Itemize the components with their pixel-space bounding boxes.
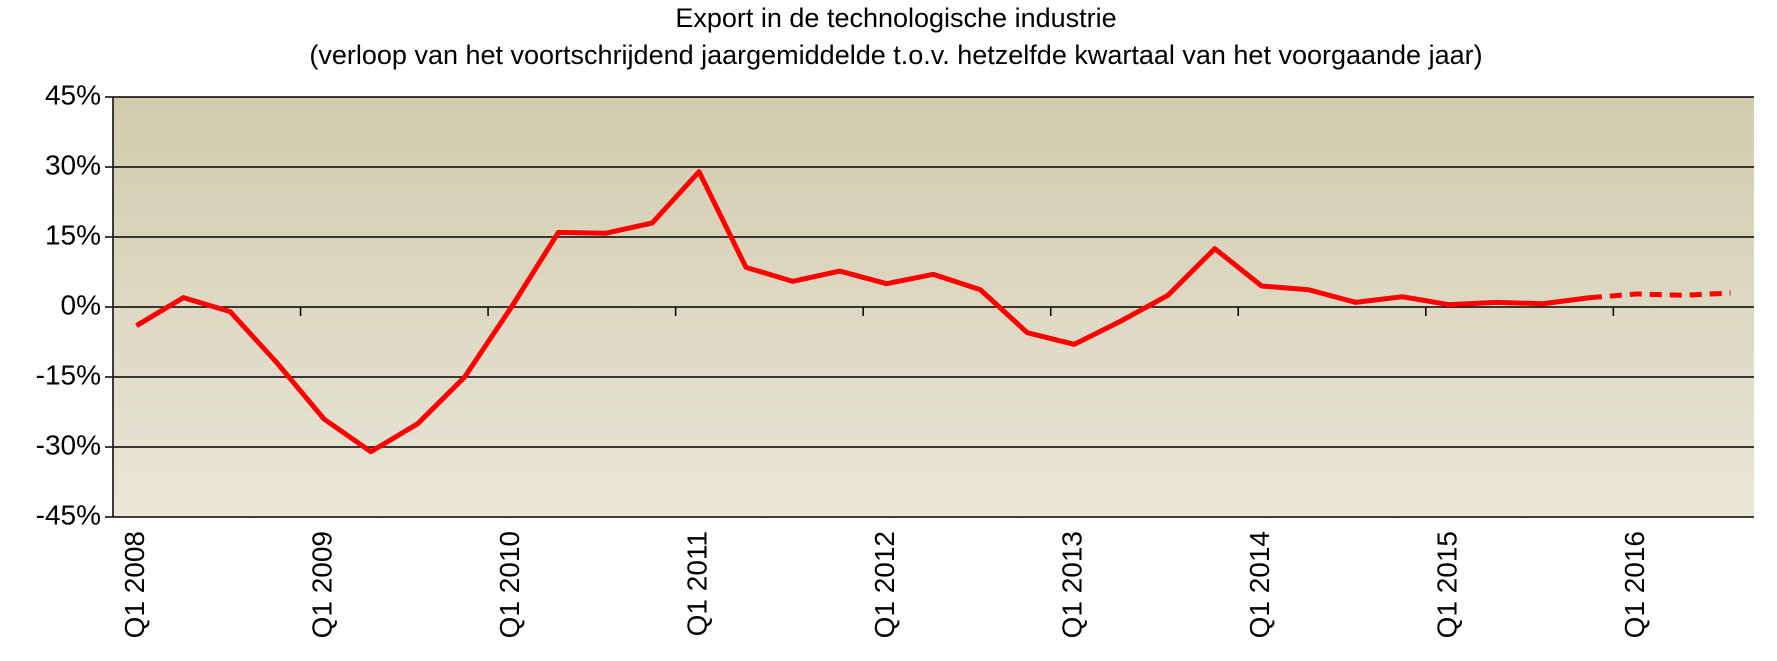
x-tick-label: Q1 2014 [1244, 531, 1275, 638]
y-tick-label: 0% [61, 289, 101, 320]
y-tick-label: 15% [45, 219, 101, 250]
chart-title: Export in de technologische industrie [675, 3, 1116, 33]
x-tick-label: Q1 2012 [869, 531, 900, 638]
x-tick-label: Q1 2008 [119, 531, 150, 638]
chart-subtitle: (verloop van het voortschrijdend jaargem… [309, 40, 1482, 70]
y-tick-label: 30% [45, 149, 101, 180]
x-tick-label: Q1 2010 [494, 531, 525, 638]
x-tick-label: Q1 2015 [1432, 531, 1463, 638]
y-tick-label: -15% [36, 359, 101, 390]
y-tick-label: -45% [36, 499, 101, 530]
y-tick-label: -30% [36, 429, 101, 460]
y-tick-label: 45% [45, 79, 101, 110]
x-tick-label: Q1 2011 [681, 531, 712, 636]
x-tick-label: Q1 2016 [1619, 531, 1650, 638]
x-tick-label: Q1 2009 [306, 531, 337, 638]
line-series [1589, 290, 1731, 301]
x-tick-label: Q1 2013 [1057, 531, 1088, 638]
line-series [135, 169, 1591, 455]
